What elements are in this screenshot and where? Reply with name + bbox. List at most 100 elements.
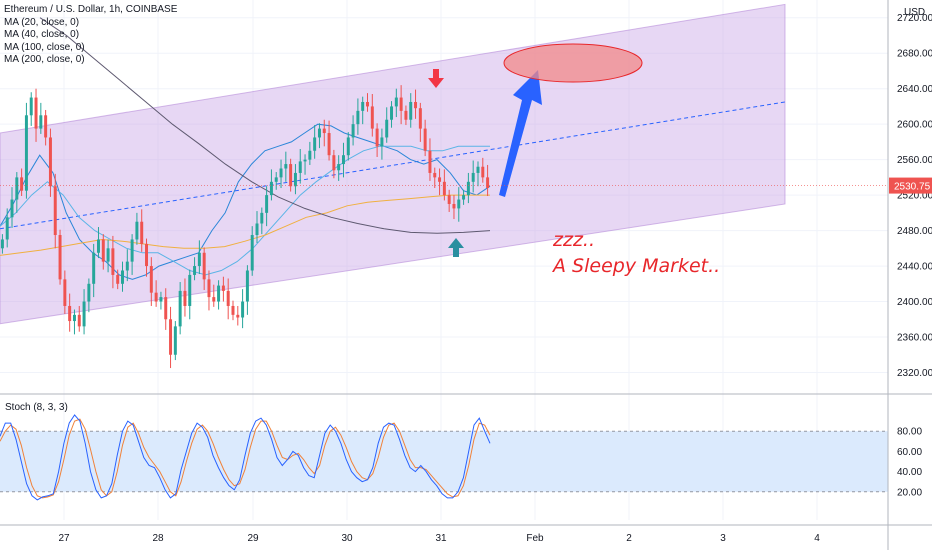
candle-body <box>169 319 173 355</box>
candle-body <box>10 199 14 218</box>
candle-body <box>241 301 245 318</box>
candle-body <box>29 97 33 116</box>
candle-body <box>183 290 187 306</box>
candle-body <box>399 97 403 111</box>
candle-body <box>5 217 9 240</box>
candle-body <box>404 110 408 120</box>
stoch-tick-label: 60.00 <box>897 447 922 458</box>
candle-body <box>116 274 120 284</box>
candle-body <box>308 150 312 160</box>
candle-body <box>188 274 192 306</box>
candle-body <box>390 106 394 120</box>
candle-body <box>289 164 293 187</box>
stoch-tick-label: 40.00 <box>897 467 922 478</box>
legend-ma200[interactable]: MA (200, close, 0) <box>4 54 85 65</box>
candle-body <box>481 166 485 178</box>
candle-body <box>452 203 456 209</box>
legend-ma100[interactable]: MA (100, close, 0) <box>4 41 85 53</box>
legend-ma20[interactable]: MA (20, close, 0) <box>4 16 80 28</box>
candle-body <box>68 305 72 322</box>
price-channel <box>0 3 786 325</box>
candle-body <box>39 115 43 129</box>
candle-body <box>433 172 437 178</box>
candle-body <box>447 195 451 204</box>
candle-body <box>106 248 110 262</box>
target-ellipse <box>503 43 643 83</box>
candle-body <box>385 119 389 138</box>
candle-body <box>135 221 139 240</box>
x-tick-label: 28 <box>152 533 164 544</box>
candle-body <box>366 101 369 107</box>
x-tick-label: 27 <box>58 533 70 544</box>
candle-body <box>149 266 153 293</box>
candle-body <box>221 285 225 291</box>
last-price-label: 2530.75 <box>894 182 931 193</box>
candle-body <box>442 181 446 196</box>
candle-body <box>111 248 115 275</box>
candle-body <box>476 166 480 173</box>
candle-body <box>24 115 28 191</box>
y-tick-label: 2600.00 <box>897 120 932 131</box>
annotation-sleepy-market: A Sleepy Market.. <box>553 255 721 277</box>
x-tick-label: 2 <box>626 533 632 544</box>
ma-line <box>39 17 491 234</box>
stochastic-lines <box>0 414 491 501</box>
annotation-zzz: zzz.. <box>553 229 595 251</box>
candle-body <box>178 290 182 327</box>
candle-body <box>260 212 264 224</box>
y-tick-label: 2320.00 <box>897 368 932 379</box>
candle-body <box>53 186 57 236</box>
candle-body <box>164 297 168 320</box>
candle-body <box>462 195 466 200</box>
candle-body <box>423 128 427 151</box>
stoch-label[interactable]: Stoch (8, 3, 3) <box>5 402 68 413</box>
candle-body <box>77 314 81 327</box>
candle-body <box>63 279 67 306</box>
y-tick-label: 2640.00 <box>897 84 932 95</box>
candle-body <box>58 235 62 280</box>
candle-body <box>34 97 38 129</box>
candle-body <box>72 314 76 322</box>
ma-line <box>0 123 491 280</box>
candle-body <box>20 177 24 191</box>
stoch-tick-label: 20.00 <box>897 487 922 498</box>
candle-body <box>269 181 273 196</box>
y-tick-label: 2680.00 <box>897 49 932 60</box>
candle-body <box>255 223 259 236</box>
x-tick-label: 4 <box>814 533 820 544</box>
candle-body <box>351 124 355 138</box>
candle-body <box>250 235 254 271</box>
candle-body <box>298 161 302 173</box>
y-tick-label: 2440.00 <box>897 262 932 273</box>
y-tick-label: 2520.00 <box>897 191 932 202</box>
candle-body <box>154 292 158 302</box>
candle-body <box>245 270 249 302</box>
candle-body <box>279 168 283 178</box>
x-tick-label: 30 <box>341 533 353 544</box>
ma-line <box>0 145 490 276</box>
stoch-tick-label: 80.00 <box>897 427 922 438</box>
candle-body <box>414 101 418 109</box>
candle-body <box>356 110 360 125</box>
candle-body <box>44 115 48 138</box>
stoch-line-d <box>0 418 491 499</box>
candle-body <box>217 285 221 302</box>
candle-body <box>471 172 475 182</box>
legend-ma40[interactable]: MA (40, close, 0) <box>4 29 80 40</box>
candle-body <box>82 301 86 327</box>
last-price-tag <box>889 177 932 194</box>
y-tick-label: 2400.00 <box>897 297 932 308</box>
candle-body <box>48 137 52 187</box>
candle-body <box>202 252 206 280</box>
candle-body <box>121 270 124 284</box>
candle-body <box>159 297 163 302</box>
forecast-arrow <box>499 70 542 197</box>
candle-body <box>173 326 177 355</box>
stoch-band-area <box>0 431 888 492</box>
candle-body <box>87 283 91 302</box>
candle-body <box>284 164 288 169</box>
candle-body <box>346 137 350 156</box>
